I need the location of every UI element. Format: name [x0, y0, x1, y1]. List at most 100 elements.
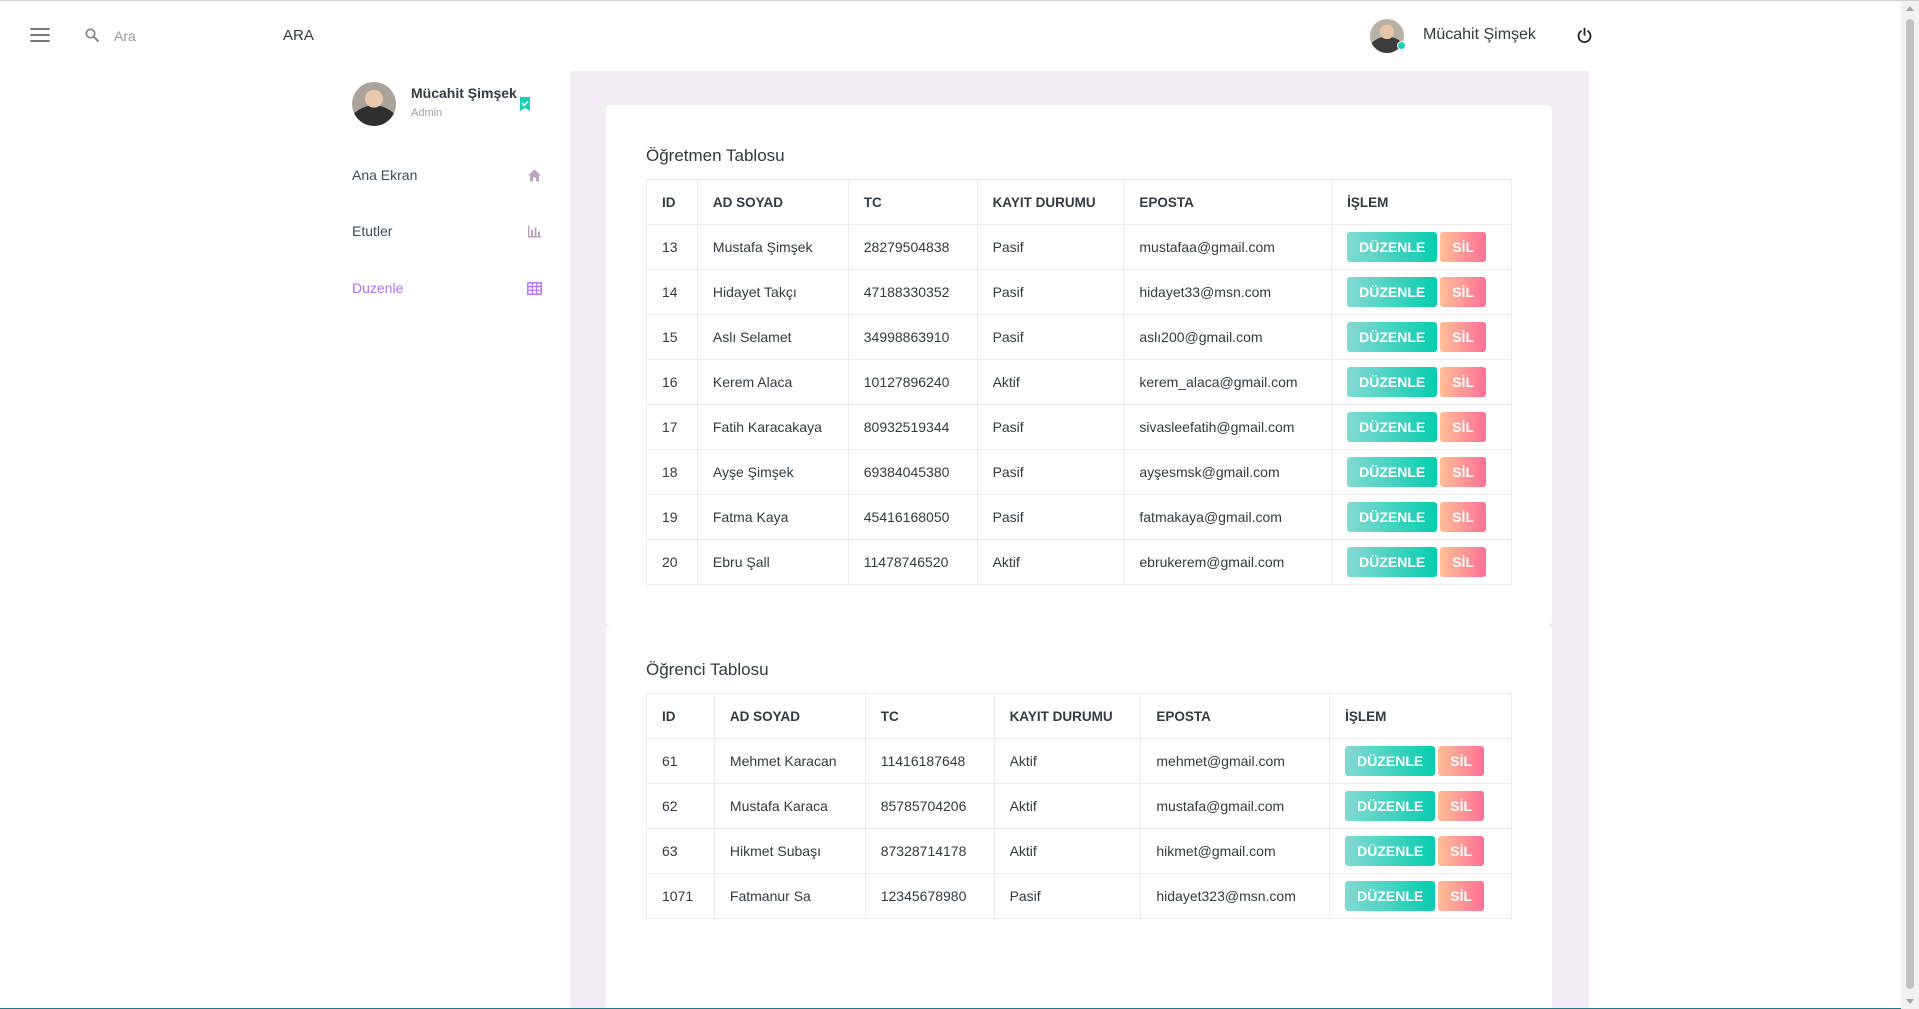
edit-button[interactable]: DÜZENLE — [1347, 277, 1438, 307]
table-header-row: ID AD SOYAD TC KAYIT DURUMU EPOSTA İŞLEM — [646, 179, 1512, 225]
actions-cell: DÜZENLE SİL — [1331, 359, 1512, 405]
edit-button[interactable]: DÜZENLE — [1345, 881, 1436, 911]
status-cell: Aktif — [976, 359, 1125, 405]
tc-cell: 47188330352 — [847, 269, 978, 315]
sidebar-item-duzenle[interactable]: Duzenle — [352, 278, 542, 300]
menu-toggle-icon[interactable] — [30, 28, 50, 42]
teacher-table-card: Öğretmen Tablosu ID AD SOYAD TC KAYIT DURUM… — [606, 105, 1552, 625]
power-icon[interactable] — [1576, 27, 1593, 44]
id-cell: 16 — [646, 359, 698, 405]
edit-button[interactable]: DÜZENLE — [1347, 502, 1438, 532]
status-cell: Aktif — [993, 783, 1142, 829]
sidebar-item-label: Ana Ekran — [352, 167, 418, 183]
actions-cell: DÜZENLE SİL — [1331, 449, 1512, 495]
edit-button[interactable]: DÜZENLE — [1347, 232, 1438, 262]
scroll-up-arrow-icon[interactable] — [1906, 6, 1914, 11]
vertical-scrollbar[interactable] — [1901, 1, 1919, 1009]
tc-cell: 11416187648 — [864, 738, 995, 784]
table-header-row: ID AD SOYAD TC KAYIT DURUMU EPOSTA İŞLEM — [646, 693, 1512, 739]
edit-button[interactable]: DÜZENLE — [1347, 322, 1438, 352]
status-cell: Aktif — [976, 539, 1125, 585]
column-header: TC — [847, 179, 978, 225]
tc-cell: 80932519344 — [847, 404, 978, 450]
actions-cell: DÜZENLE SİL — [1331, 404, 1512, 450]
actions-cell: DÜZENLE SİL — [1329, 783, 1512, 829]
table-icon — [527, 282, 542, 295]
table-row: 14 Hidayet Takçı 47188330352 Pasif hidayet33… — [646, 269, 1512, 315]
navbar-username[interactable]: Mücahit Şimşek — [1423, 26, 1536, 43]
sidebar: Mücahit Şimşek Admin Ana Ekran Etutler D… — [335, 71, 570, 1001]
tc-cell: 87328714178 — [864, 828, 995, 874]
edit-button[interactable]: DÜZENLE — [1347, 412, 1438, 442]
sidebar-item-ana-ekran[interactable]: Ana Ekran — [352, 165, 542, 187]
table-row: 17 Fatih Karacakaya 80932519344 Pasif sivasl… — [646, 404, 1512, 450]
id-cell: 1071 — [646, 873, 715, 919]
actions-cell: DÜZENLE SİL — [1331, 494, 1512, 540]
edit-button[interactable]: DÜZENLE — [1347, 367, 1438, 397]
status-cell: Aktif — [993, 738, 1142, 784]
status-cell: Pasif — [993, 873, 1142, 919]
delete-button[interactable]: SİL — [1440, 232, 1486, 262]
home-icon — [528, 169, 541, 182]
teacher-table: ID AD SOYAD TC KAYIT DURUMU EPOSTA İŞLEM 13 Mu… — [646, 179, 1512, 585]
delete-button[interactable]: SİL — [1440, 412, 1486, 442]
sidebar-item-label: Etutler — [352, 223, 393, 239]
delete-button[interactable]: SİL — [1438, 791, 1485, 821]
teacher-table-title: Öğretmen Tablosu — [646, 146, 785, 165]
column-header: TC — [864, 693, 995, 739]
name-cell: Fatma Kaya — [696, 494, 849, 540]
delete-button[interactable]: SİL — [1440, 502, 1486, 532]
tc-cell: 69384045380 — [847, 449, 978, 495]
scrollbar-thumb[interactable] — [1906, 19, 1914, 989]
edit-button[interactable]: DÜZENLE — [1345, 791, 1436, 821]
id-cell: 14 — [646, 269, 698, 315]
edit-button[interactable]: DÜZENLE — [1347, 547, 1438, 577]
name-cell: Ebru Şall — [696, 539, 849, 585]
delete-button[interactable]: SİL — [1440, 367, 1486, 397]
edit-button[interactable]: DÜZENLE — [1345, 836, 1436, 866]
table-row: 15 Aslı Selamet 34998863910 Pasif aslı200@gm… — [646, 314, 1512, 360]
profile-avatar[interactable] — [352, 82, 396, 126]
table-row: 19 Fatma Kaya 45416168050 Pasif fatmakaya@gm… — [646, 494, 1512, 540]
edit-button[interactable]: DÜZENLE — [1347, 457, 1438, 487]
table-row: 62 Mustafa Karaca 85785704206 Aktif mustafa@… — [646, 783, 1512, 829]
sidebar-item-etutler[interactable]: Etutler — [352, 221, 542, 243]
delete-button[interactable]: SİL — [1440, 457, 1486, 487]
search-icon — [85, 28, 99, 42]
search-input[interactable] — [114, 25, 264, 47]
student-table: ID AD SOYAD TC KAYIT DURUMU EPOSTA İŞLEM 61 Me… — [646, 693, 1512, 919]
table-row: 1071 Fatmanur Sa 12345678980 Pasif hidayet32… — [646, 873, 1512, 919]
column-header: İŞLEM — [1331, 179, 1512, 225]
id-cell: 18 — [646, 449, 698, 495]
status-cell: Pasif — [976, 494, 1125, 540]
table-row: 61 Mehmet Karacan 11416187648 Aktif mehmet@g… — [646, 738, 1512, 784]
sidebar-item-label: Duzenle — [352, 280, 404, 296]
main-content: Öğretmen Tablosu ID AD SOYAD TC KAYIT DURUM… — [570, 71, 1589, 1009]
delete-button[interactable]: SİL — [1438, 836, 1485, 866]
delete-button[interactable]: SİL — [1438, 881, 1485, 911]
search-button[interactable]: ARA — [283, 27, 314, 44]
status-cell: Aktif — [993, 828, 1142, 874]
scroll-down-arrow-icon[interactable] — [1906, 999, 1914, 1004]
delete-button[interactable]: SİL — [1438, 746, 1485, 776]
profile-role: Admin — [411, 107, 443, 119]
status-cell: Pasif — [976, 449, 1125, 495]
actions-cell: DÜZENLE SİL — [1329, 738, 1512, 784]
email-cell: hikmet@gmail.com — [1140, 828, 1331, 874]
edit-button[interactable]: DÜZENLE — [1345, 746, 1436, 776]
status-cell: Pasif — [976, 314, 1125, 360]
column-header: KAYIT DURUMU — [993, 693, 1142, 739]
column-header: İŞLEM — [1329, 693, 1512, 739]
table-row: 13 Mustafa Şimşek 28279504838 Pasif mustafaa… — [646, 224, 1512, 270]
delete-button[interactable]: SİL — [1440, 322, 1486, 352]
actions-cell: DÜZENLE SİL — [1329, 873, 1512, 919]
actions-cell: DÜZENLE SİL — [1331, 539, 1512, 585]
email-cell: kerem_alaca@gmail.com — [1123, 359, 1333, 405]
delete-button[interactable]: SİL — [1440, 547, 1486, 577]
name-cell: Hidayet Takçı — [696, 269, 849, 315]
email-cell: mehmet@gmail.com — [1140, 738, 1331, 784]
delete-button[interactable]: SİL — [1440, 277, 1486, 307]
actions-cell: DÜZENLE SİL — [1331, 314, 1512, 360]
actions-cell: DÜZENLE SİL — [1331, 224, 1512, 270]
online-status-icon — [1397, 41, 1406, 50]
